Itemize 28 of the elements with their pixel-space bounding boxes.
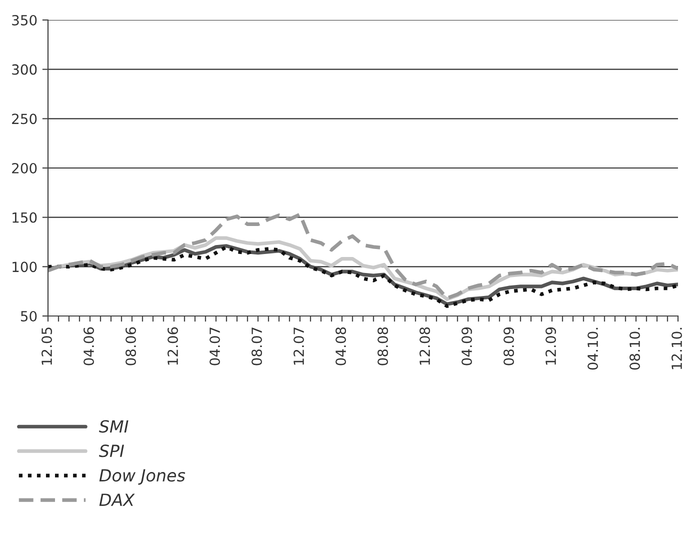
legend-label: SMI: [99, 420, 128, 433]
x-tick-label: 12.06: [168, 327, 178, 365]
legend-label: DAX: [99, 494, 135, 506]
x-tick-label: 04.07: [210, 328, 220, 366]
x-tick-label: 08.09: [504, 327, 514, 366]
y-tick-label: 250: [12, 114, 37, 124]
x-tick-label: 12.08: [420, 327, 430, 365]
x-tick-label: 12.10.: [672, 328, 682, 370]
y-tick-label: 350: [12, 14, 37, 26]
x-tick-label: 08.07: [252, 328, 262, 366]
y-tick-label: 150: [12, 212, 37, 223]
x-tick-label: 04.06: [84, 327, 94, 366]
x-tick-label: 12.05: [42, 328, 52, 365]
line-series: [48, 212, 678, 300]
x-tick-label: 08.10.: [630, 328, 640, 370]
y-tick-label: 100: [12, 262, 37, 272]
y-tick-label: 300: [12, 64, 37, 75]
y-tick-label: 200: [12, 162, 37, 174]
x-tick-label: 12.09: [546, 327, 556, 365]
x-tick-label: 04.08: [336, 327, 346, 366]
x-tick-label: 12.07: [294, 328, 304, 365]
x-tick-label: 04.10.: [588, 328, 598, 370]
x-tick-label: 08.08: [378, 327, 388, 366]
y-tick-label: 50: [20, 310, 37, 322]
legend-label: Dow Jones: [99, 469, 186, 485]
legend-label: SPI: [99, 444, 124, 458]
x-tick-label: 08.06: [126, 327, 136, 366]
x-tick-label: 04.09: [462, 327, 472, 366]
